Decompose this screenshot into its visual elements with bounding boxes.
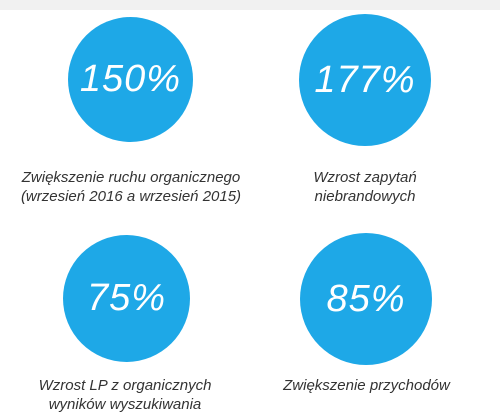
stat-caption-line: Wzrost LP z organicznych — [38, 377, 212, 394]
stat-caption-line: (wrzesień 2016 a wrzesień 2015) — [20, 188, 242, 205]
stat-caption: Zwiększenie przychodów — [274, 376, 459, 395]
stat-value: 150% — [79, 58, 182, 100]
stat-caption-line: niebrandowych — [314, 188, 416, 205]
stat-caption-line: Zwiększenie przychodów — [283, 377, 450, 394]
stat-circle: 177% — [299, 14, 431, 146]
stat-value: 177% — [314, 58, 416, 101]
stat-circle: 75% — [63, 235, 190, 362]
stat-circle: 150% — [68, 17, 193, 142]
stat-caption: Zwiększenie ruchu organicznego (wrzesień… — [20, 168, 242, 206]
stat-value: 75% — [86, 277, 167, 319]
top-strip — [0, 0, 500, 10]
stat-circle: 85% — [300, 233, 432, 365]
stat-value: 85% — [326, 277, 406, 320]
stat-caption-line: wyników wyszukiwania — [48, 396, 202, 413]
stat-caption: Wzrost LP z organicznych wyników wyszuki… — [25, 376, 225, 414]
stat-caption-line: Wzrost zapytań — [313, 169, 417, 186]
stat-caption: Wzrost zapytań niebrandowych — [290, 168, 440, 206]
stat-caption-line: Zwiększenie ruchu organicznego — [21, 169, 241, 186]
